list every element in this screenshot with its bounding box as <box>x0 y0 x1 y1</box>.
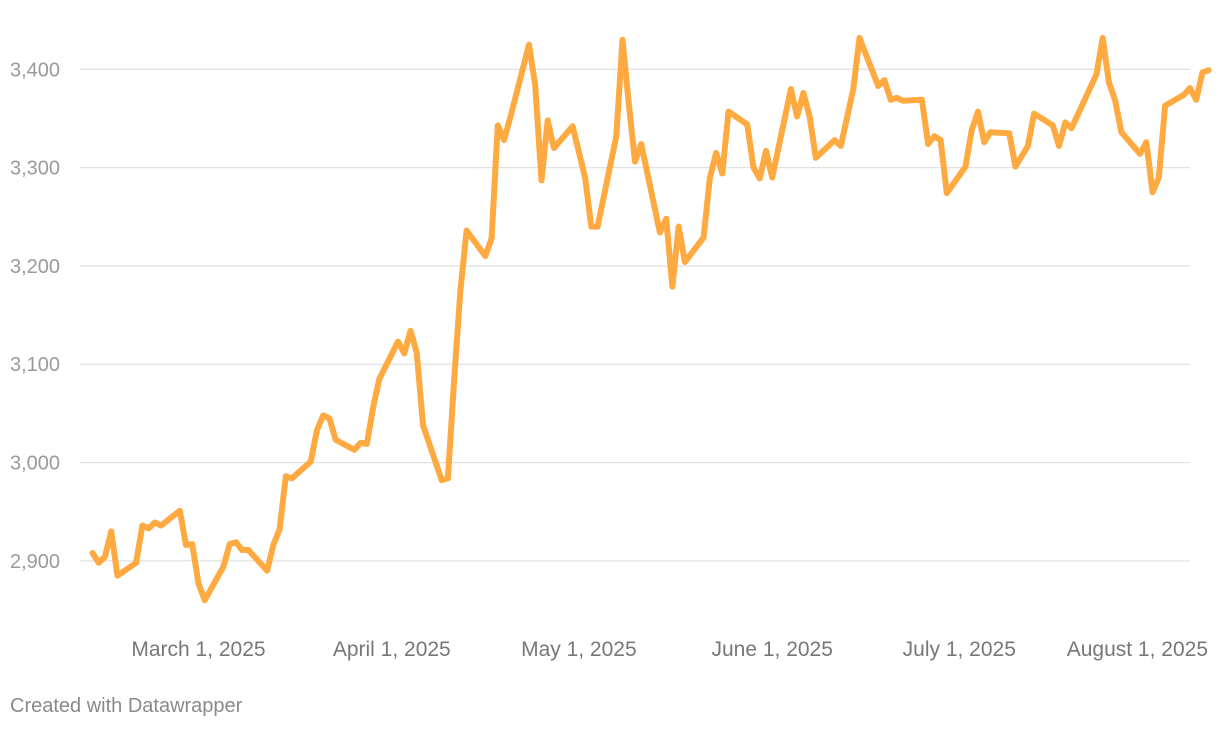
x-tick-label: April 1, 2025 <box>333 638 451 661</box>
x-axis: March 1, 2025 April 1, 2025 May 1, 2025 Jun… <box>131 638 1208 661</box>
x-tick-label: March 1, 2025 <box>131 638 265 661</box>
x-tick-label: May 1, 2025 <box>521 638 637 661</box>
datawrapper-credit: Created with Datawrapper <box>10 695 243 717</box>
price-series-line <box>89 34 1212 604</box>
x-tick-label: August 1, 2025 <box>1067 638 1208 661</box>
series-layer <box>89 34 1212 604</box>
y-tick-label: 3,200 <box>10 256 60 278</box>
gridlines <box>80 68 1190 562</box>
y-tick-label: 3,300 <box>10 158 60 180</box>
y-tick-label: 3,400 <box>10 59 60 81</box>
y-tick-label: 3,000 <box>10 453 60 475</box>
x-tick-label: July 1, 2025 <box>903 638 1016 661</box>
line-chart: 3,400 3,300 3,200 3,100 3,000 2,900 March 1, … <box>10 34 1212 661</box>
y-tick-label: 2,900 <box>10 551 60 573</box>
x-tick-label: June 1, 2025 <box>711 638 832 661</box>
y-tick-label: 3,100 <box>10 354 60 376</box>
y-axis: 3,400 3,300 3,200 3,100 3,000 2,900 <box>10 59 60 573</box>
